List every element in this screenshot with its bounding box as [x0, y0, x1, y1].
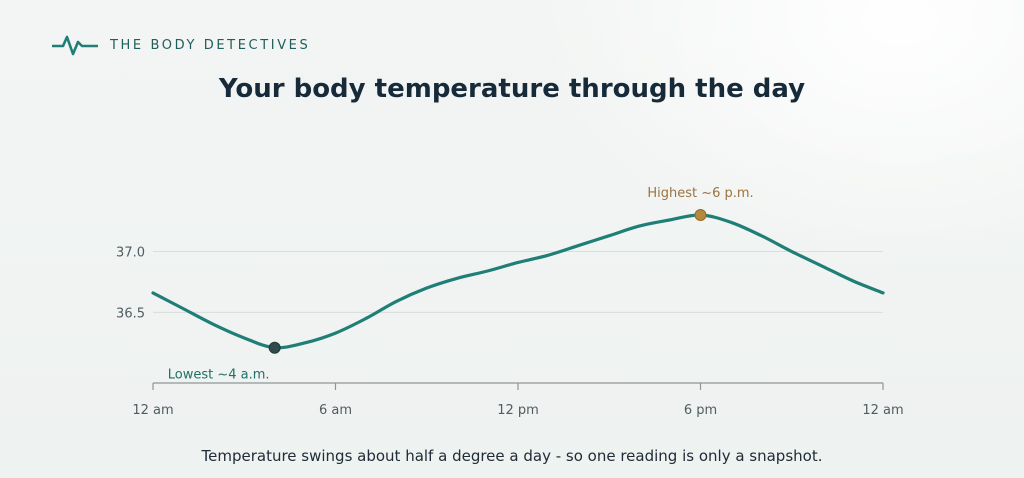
pulse-icon — [52, 35, 98, 56]
temperature-series-line — [151, 213, 885, 350]
y-tick-label: 37.0 — [116, 246, 145, 261]
chart-title: Your body temperature through the day — [218, 74, 806, 104]
x-tick-label: 12 am — [132, 403, 173, 418]
x-tick-label: 6 am — [319, 403, 352, 418]
chart-caption: Temperature swings about half a degree a… — [201, 447, 823, 465]
brand-name: THE BODY DETECTIVES — [110, 37, 311, 53]
x-tick-label: 12 pm — [497, 403, 539, 418]
highest-point-marker — [694, 209, 707, 221]
brand-header: THE BODY DETECTIVES — [52, 33, 310, 57]
lowest-point-marker — [268, 341, 281, 354]
x-tick-label: 6 pm — [684, 403, 717, 418]
highest-point-label: Highest ~6 p.m. — [647, 186, 753, 201]
lowest-point-label: Lowest ~4 a.m. — [168, 368, 270, 383]
y-tick-label: 36.5 — [116, 306, 145, 321]
x-tick-label: 12 am — [862, 403, 903, 418]
